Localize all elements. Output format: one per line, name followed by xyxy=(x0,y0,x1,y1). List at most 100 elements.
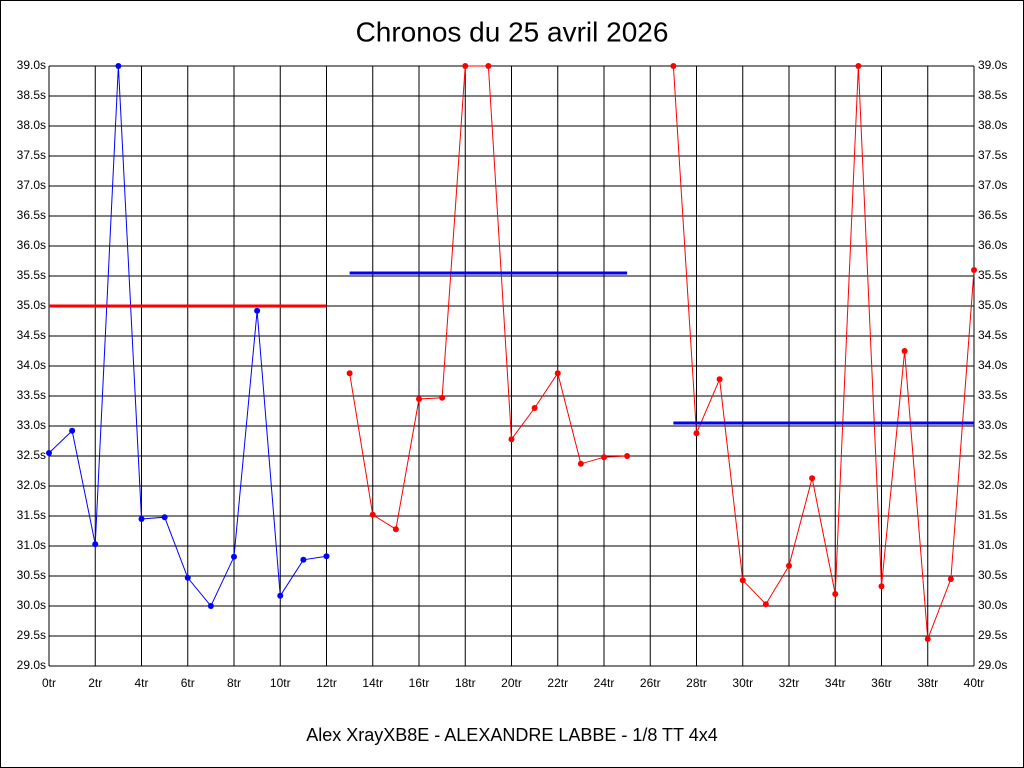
y-tick-label: 37.0s xyxy=(17,178,46,192)
y-tick-label: 31.0s xyxy=(17,538,46,552)
y-tick-label: 38.0s xyxy=(17,118,46,132)
point xyxy=(485,63,492,69)
point xyxy=(624,453,631,459)
x-tick-label: 24tr xyxy=(594,676,615,690)
y2-tick-label: 31.5s xyxy=(978,508,1007,522)
y-tick-label: 36.5s xyxy=(17,208,46,222)
point xyxy=(809,475,816,482)
y-tick-label: 35.5s xyxy=(17,268,46,282)
y-tick-label: 35.0s xyxy=(17,298,46,312)
y2-tick-label: 35.0s xyxy=(978,298,1007,312)
y-tick-label: 32.5s xyxy=(17,448,46,462)
point xyxy=(693,430,700,437)
x-tick-label: 6tr xyxy=(181,676,195,690)
point xyxy=(462,63,469,69)
x-tick-label: 18tr xyxy=(455,676,476,690)
point xyxy=(670,63,677,69)
x-tick-label: 38tr xyxy=(917,676,938,690)
y2-tick-label: 38.5s xyxy=(978,88,1007,102)
point xyxy=(46,450,52,456)
point xyxy=(69,427,76,434)
y2-tick-label: 32.5s xyxy=(978,448,1007,462)
point xyxy=(392,526,399,533)
y2-tick-label: 31.0s xyxy=(978,538,1007,552)
y-tick-label: 29.0s xyxy=(17,658,46,672)
point xyxy=(832,591,839,597)
point xyxy=(416,396,422,402)
x-tick-label: 22tr xyxy=(547,676,568,690)
point xyxy=(971,267,977,273)
x-tick-label: 4tr xyxy=(134,676,148,690)
x-tick-label: 16tr xyxy=(409,676,430,690)
y2-tick-label: 36.0s xyxy=(978,238,1007,252)
y-tick-label: 32.0s xyxy=(17,478,46,492)
y2-tick-label: 35.5s xyxy=(978,268,1007,282)
y-tick-label: 31.5s xyxy=(17,508,46,522)
point xyxy=(439,394,446,401)
y-tick-label: 33.0s xyxy=(17,418,46,432)
x-tick-label: 12tr xyxy=(316,676,337,690)
y2-tick-label: 30.0s xyxy=(978,598,1007,612)
y2-tick-label: 38.0s xyxy=(978,118,1007,132)
point xyxy=(947,576,954,582)
chart-title: Chronos du 25 avril 2026 xyxy=(356,16,669,47)
y-tick-label: 37.5s xyxy=(17,148,46,162)
point xyxy=(786,562,792,569)
x-tick-label: 40tr xyxy=(964,676,985,690)
x-tick-label: 10tr xyxy=(270,676,291,690)
y2-tick-label: 30.5s xyxy=(978,568,1007,582)
y2-tick-label: 29.5s xyxy=(978,628,1007,642)
y2-tick-label: 34.5s xyxy=(978,328,1007,342)
y2-tick-label: 37.0s xyxy=(978,178,1007,192)
point xyxy=(762,601,769,608)
x-tick-label: 14tr xyxy=(362,676,383,690)
y-tick-label: 30.0s xyxy=(17,598,46,612)
x-tick-label: 36tr xyxy=(871,676,892,690)
point xyxy=(577,460,584,467)
point xyxy=(716,376,723,383)
x-tick-label: 26tr xyxy=(640,676,661,690)
y2-tick-label: 39.0s xyxy=(978,58,1007,72)
point xyxy=(601,454,607,461)
y2-tick-label: 37.5s xyxy=(978,148,1007,162)
point xyxy=(115,63,122,69)
y-tick-label: 29.5s xyxy=(17,628,46,642)
point xyxy=(161,514,168,521)
x-tick-label: 8tr xyxy=(227,676,241,690)
footer: Alex XrayXB8E - ALEXANDRE LABBE - 1/8 TT… xyxy=(306,725,718,745)
x-tick-label: 34tr xyxy=(825,676,846,690)
point xyxy=(855,63,862,69)
y2-tick-label: 32.0s xyxy=(978,478,1007,492)
y2-tick-label: 29.0s xyxy=(978,658,1007,672)
y-tick-label: 30.5s xyxy=(17,568,46,582)
y2-tick-label: 33.0s xyxy=(978,418,1007,432)
point xyxy=(369,511,376,518)
point xyxy=(924,636,931,642)
y2-tick-label: 36.5s xyxy=(978,208,1007,222)
point xyxy=(346,370,353,377)
x-tick-label: 32tr xyxy=(779,676,800,690)
point xyxy=(138,516,145,522)
y2-tick-label: 33.5s xyxy=(978,388,1007,402)
y-tick-label: 39.0s xyxy=(17,58,46,72)
point xyxy=(92,541,99,548)
y-tick-label: 33.5s xyxy=(17,388,46,402)
point xyxy=(323,553,330,560)
x-tick-label: 0tr xyxy=(42,676,56,690)
point xyxy=(184,574,191,581)
point xyxy=(231,553,237,560)
point xyxy=(739,577,746,584)
point xyxy=(901,348,908,354)
x-tick-label: 30tr xyxy=(732,676,753,690)
x-tick-label: 28tr xyxy=(686,676,707,690)
y-tick-label: 36.0s xyxy=(17,238,46,252)
y-tick-label: 38.5s xyxy=(17,88,46,102)
point xyxy=(277,592,284,599)
point xyxy=(531,405,538,411)
y-tick-label: 34.5s xyxy=(17,328,46,342)
x-tick-label: 20tr xyxy=(501,676,522,690)
point xyxy=(508,436,515,443)
point xyxy=(878,583,885,590)
